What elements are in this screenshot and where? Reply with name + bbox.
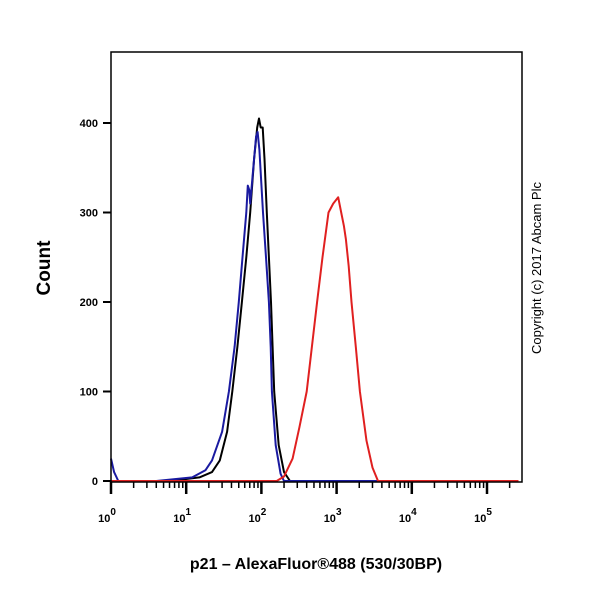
x-tick-base: 10 [98,513,110,525]
x-tick-label: 101 [173,507,191,525]
y-axis-label: Count [34,240,55,296]
y-tick-label: 0 [92,476,98,488]
x-tick-exponent: 1 [186,507,192,518]
histogram-series-2 [111,196,519,482]
x-tick-base: 10 [324,513,336,525]
x-axis-label: p21 – AlexaFluor®488 (530/30BP) [190,556,442,573]
histogram-series-0 [111,117,519,482]
x-tick-exponent: 2 [261,507,267,518]
x-tick-label: 103 [324,507,342,525]
y-axis-ticks: 0 100 200 300 400 [80,118,111,488]
y-tick-label: 300 [80,208,98,220]
x-tick-label: 100 [98,507,116,525]
x-tick-base: 10 [474,513,486,525]
histogram-series-1 [110,130,519,482]
x-tick-exponent: 3 [336,507,342,518]
x-tick-exponent: 0 [110,507,116,518]
x-tick-label: 104 [399,507,417,525]
plot-frame [110,51,523,483]
x-tick-label: 102 [248,507,266,525]
y-tick-label: 100 [80,387,98,399]
series-group [110,117,519,482]
copyright-text: Copyright (c) 2017 Abcam Plc [529,182,544,354]
y-tick-label: 400 [80,118,98,130]
x-tick-label: 105 [474,507,492,525]
x-tick-base: 10 [173,513,185,525]
x-tick-exponent: 4 [411,507,417,518]
x-tick-base: 10 [248,513,260,525]
y-tick-label: 200 [80,297,98,309]
x-tick-base: 10 [399,513,411,525]
x-tick-exponent: 5 [486,507,492,518]
